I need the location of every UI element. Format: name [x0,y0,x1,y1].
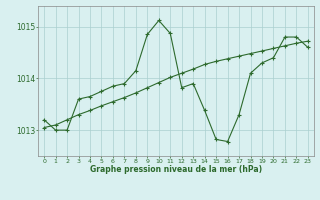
X-axis label: Graphe pression niveau de la mer (hPa): Graphe pression niveau de la mer (hPa) [90,165,262,174]
